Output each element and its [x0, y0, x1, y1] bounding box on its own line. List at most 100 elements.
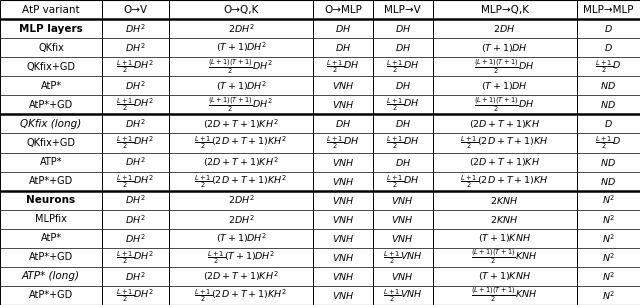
Text: $(2D+T+1)KH^2$: $(2D+T+1)KH^2$: [203, 270, 278, 283]
Text: AtP*+GD: AtP*+GD: [29, 290, 73, 300]
Text: $(2D+T+1)KH$: $(2D+T+1)KH$: [469, 118, 540, 130]
Text: MLP layers: MLP layers: [19, 23, 83, 34]
Text: AtP*+GD: AtP*+GD: [29, 100, 73, 110]
Text: $\frac{(L+1)(T+1)}{2}KNH$: $\frac{(L+1)(T+1)}{2}KNH$: [472, 287, 538, 304]
Text: $ND$: $ND$: [600, 99, 616, 110]
Text: $DH^2$: $DH^2$: [125, 22, 146, 35]
Text: $VNH$: $VNH$: [332, 195, 354, 206]
Text: $VNH$: $VNH$: [332, 290, 354, 301]
Text: $DH$: $DH$: [394, 118, 411, 129]
Text: AtP variant: AtP variant: [22, 5, 80, 15]
Text: $\frac{L+1}{2}DH^2$: $\frac{L+1}{2}DH^2$: [116, 58, 154, 75]
Text: QKfix+GD: QKfix+GD: [26, 138, 76, 148]
Text: $DH$: $DH$: [394, 80, 411, 91]
Text: AtP*+GD: AtP*+GD: [29, 176, 73, 186]
Text: MLP→Q,K: MLP→Q,K: [481, 5, 529, 15]
Text: $(T+1)DH$: $(T+1)DH$: [481, 42, 528, 54]
Text: $DH$: $DH$: [335, 23, 351, 34]
Text: $(T+1)KNH$: $(T+1)KNH$: [478, 271, 531, 282]
Text: $\frac{L+1}{2}(2D+T+1)KH^2$: $\frac{L+1}{2}(2D+T+1)KH^2$: [195, 135, 287, 152]
Text: $\frac{(L+1)(T+1)}{2}DH$: $\frac{(L+1)(T+1)}{2}DH$: [474, 58, 535, 76]
Text: O→Q,K: O→Q,K: [223, 5, 259, 15]
Text: $DH^2$: $DH^2$: [125, 41, 146, 54]
Text: $2KNH$: $2KNH$: [490, 195, 519, 206]
Text: $\frac{L+1}{2}DH^2$: $\frac{L+1}{2}DH^2$: [116, 96, 154, 113]
Text: $(2D+T+1)KH$: $(2D+T+1)KH$: [469, 156, 540, 168]
Text: $DH^2$: $DH^2$: [125, 80, 146, 92]
Text: $DH$: $DH$: [394, 156, 411, 167]
Text: $VNH$: $VNH$: [332, 271, 354, 282]
Text: $DH^2$: $DH^2$: [125, 156, 146, 168]
Text: $DH^2$: $DH^2$: [125, 213, 146, 225]
Text: $VNH$: $VNH$: [332, 80, 354, 91]
Text: $\frac{L+1}{2}(2D+T+1)KH$: $\frac{L+1}{2}(2D+T+1)KH$: [460, 173, 548, 190]
Text: $(T+1)DH^2$: $(T+1)DH^2$: [216, 41, 266, 55]
Text: $(T+1)DH$: $(T+1)DH$: [481, 80, 528, 92]
Text: ATP*: ATP*: [40, 157, 62, 167]
Text: $ND$: $ND$: [600, 80, 616, 91]
Text: $VNH$: $VNH$: [332, 156, 354, 167]
Text: QKfix (long): QKfix (long): [20, 119, 82, 129]
Text: $N^2$: $N^2$: [602, 251, 615, 264]
Text: $\frac{L+1}{2}DH$: $\frac{L+1}{2}DH$: [386, 173, 419, 190]
Text: ATP* (long): ATP* (long): [22, 271, 80, 282]
Text: $\frac{L+1}{2}D$: $\frac{L+1}{2}D$: [595, 58, 621, 75]
Text: $\frac{L+1}{2}(2D+T+1)KH$: $\frac{L+1}{2}(2D+T+1)KH$: [460, 135, 548, 152]
Text: $\frac{L+1}{2}DH$: $\frac{L+1}{2}DH$: [326, 135, 360, 152]
Text: $VNH$: $VNH$: [332, 176, 354, 187]
Text: $\frac{L+1}{2}DH^2$: $\frac{L+1}{2}DH^2$: [116, 135, 154, 152]
Text: $\frac{L+1}{2}DH^2$: $\frac{L+1}{2}DH^2$: [116, 249, 154, 266]
Text: $DH$: $DH$: [335, 118, 351, 129]
Text: $DH$: $DH$: [335, 42, 351, 53]
Text: Neurons: Neurons: [26, 195, 76, 205]
Text: $D$: $D$: [604, 118, 612, 129]
Text: $DH^2$: $DH^2$: [125, 194, 146, 206]
Text: $\frac{L+1}{2}DH$: $\frac{L+1}{2}DH$: [386, 96, 419, 113]
Text: $VNH$: $VNH$: [392, 214, 414, 225]
Text: $ND$: $ND$: [600, 156, 616, 167]
Text: $D$: $D$: [604, 42, 612, 53]
Text: $(2D+T+1)KH^2$: $(2D+T+1)KH^2$: [203, 155, 278, 169]
Text: $\frac{L+1}{2}DH$: $\frac{L+1}{2}DH$: [386, 58, 419, 75]
Text: $\frac{(L+1)(T+1)}{2}DH^2$: $\frac{(L+1)(T+1)}{2}DH^2$: [209, 96, 273, 114]
Text: $VNH$: $VNH$: [332, 99, 354, 110]
Text: $\frac{L+1}{2}VNH$: $\frac{L+1}{2}VNH$: [383, 249, 422, 266]
Text: $(T+1)DH^2$: $(T+1)DH^2$: [216, 79, 266, 93]
Text: $DH^2$: $DH^2$: [125, 232, 146, 245]
Text: $(T+1)KNH$: $(T+1)KNH$: [478, 232, 531, 244]
Text: $VNH$: $VNH$: [392, 271, 414, 282]
Text: $N^2$: $N^2$: [602, 232, 615, 245]
Text: $2DH$: $2DH$: [493, 23, 516, 34]
Text: $\frac{L+1}{2}D$: $\frac{L+1}{2}D$: [595, 135, 621, 152]
Text: QKfix+GD: QKfix+GD: [26, 62, 76, 72]
Text: $\frac{L+1}{2}(2D+T+1)KH^2$: $\frac{L+1}{2}(2D+T+1)KH^2$: [195, 173, 287, 190]
Text: QKfix: QKfix: [38, 43, 64, 53]
Text: $ND$: $ND$: [600, 176, 616, 187]
Text: MLPfix: MLPfix: [35, 214, 67, 224]
Text: $DH$: $DH$: [394, 23, 411, 34]
Text: $\frac{(L+1)(T+1)}{2}DH^2$: $\frac{(L+1)(T+1)}{2}DH^2$: [209, 58, 273, 76]
Text: $VNH$: $VNH$: [392, 195, 414, 206]
Text: $\frac{L+1}{2}(T+1)DH^2$: $\frac{L+1}{2}(T+1)DH^2$: [207, 249, 275, 266]
Text: $VNH$: $VNH$: [332, 214, 354, 225]
Text: O→V: O→V: [124, 5, 147, 15]
Text: AtP*+GD: AtP*+GD: [29, 252, 73, 262]
Text: AtP*: AtP*: [40, 233, 61, 243]
Text: $\frac{(L+1)(T+1)}{2}KNH$: $\frac{(L+1)(T+1)}{2}KNH$: [472, 249, 538, 266]
Text: $\frac{L+1}{2}DH^2$: $\frac{L+1}{2}DH^2$: [116, 287, 154, 304]
Text: O→MLP: O→MLP: [324, 5, 362, 15]
Text: $DH^2$: $DH^2$: [125, 118, 146, 130]
Text: $\frac{(L+1)(T+1)}{2}DH$: $\frac{(L+1)(T+1)}{2}DH$: [474, 96, 535, 114]
Text: MLP→MLP: MLP→MLP: [583, 5, 634, 15]
Text: $\frac{L+1}{2}DH^2$: $\frac{L+1}{2}DH^2$: [116, 173, 154, 190]
Text: $VNH$: $VNH$: [332, 233, 354, 244]
Text: $(T+1)DH^2$: $(T+1)DH^2$: [216, 231, 266, 245]
Text: $D$: $D$: [604, 23, 612, 34]
Text: $N^2$: $N^2$: [602, 213, 615, 225]
Text: $2DH^2$: $2DH^2$: [227, 22, 254, 35]
Text: $\frac{L+1}{2}DH$: $\frac{L+1}{2}DH$: [386, 135, 419, 152]
Text: $DH$: $DH$: [394, 42, 411, 53]
Text: $2KNH$: $2KNH$: [490, 214, 519, 225]
Text: $2DH^2$: $2DH^2$: [227, 194, 254, 206]
Text: $N^2$: $N^2$: [602, 194, 615, 206]
